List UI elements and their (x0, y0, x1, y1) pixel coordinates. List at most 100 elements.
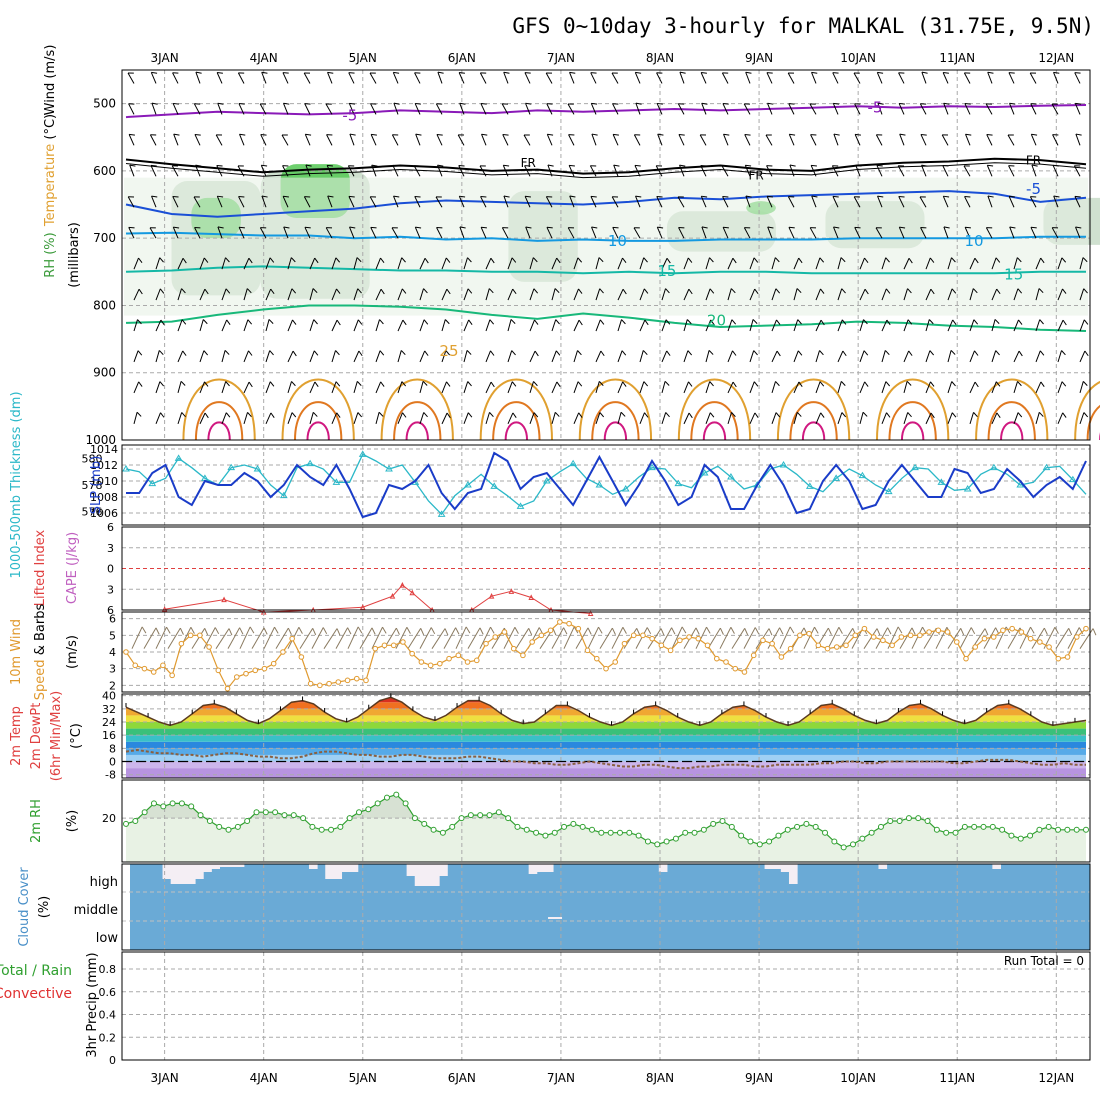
rh-marker (514, 823, 521, 830)
wind-barb (127, 72, 135, 84)
wind-barb-feather (732, 257, 737, 264)
wind-barb (881, 257, 890, 270)
wind-barb (347, 165, 355, 177)
wind10m-marker (520, 652, 526, 659)
wind-barb (259, 103, 267, 115)
wind-barb-staff (1074, 196, 1081, 208)
wind-barb-staff (545, 196, 553, 208)
rh-marker (328, 826, 335, 833)
wind-barb-staff (634, 72, 641, 84)
wind-barb-feather (554, 411, 560, 417)
cloud-high-bar (203, 864, 212, 872)
rh-marker (197, 812, 204, 819)
ylabel-li: Lifted Index (33, 529, 48, 606)
wind-barb-feather (488, 288, 494, 294)
wind-barb (749, 350, 758, 363)
wind-barb-feather (327, 71, 334, 74)
wind-barb-feather (899, 226, 906, 229)
wind10m-barb-feather (249, 626, 255, 634)
wind-barb (991, 257, 1001, 270)
wind10m-barb-staff (779, 626, 791, 649)
wind-barb-staff (590, 72, 597, 84)
wind-barb-staff (964, 103, 971, 115)
wind10m-barb (215, 628, 233, 649)
wind-barb-staff (789, 164, 795, 177)
wind-barb (375, 319, 384, 332)
wind-barb (304, 133, 312, 146)
wind-barb-feather (129, 164, 136, 167)
wind-barb (309, 411, 318, 424)
thickness-marker (727, 473, 735, 480)
wind-barb (331, 288, 341, 301)
wind-barb-staff (441, 381, 447, 394)
cloud-high-bar (780, 864, 790, 872)
cloud-high-bar (992, 864, 1002, 869)
wind-barb-staff (705, 350, 710, 363)
y-tick-li: 6 (107, 521, 114, 534)
wind-barb-feather (400, 350, 406, 356)
wind10m-barb-feather (1092, 628, 1097, 636)
wind-barb-feather (930, 381, 935, 387)
wind-barb-feather (326, 227, 333, 229)
wind-barb-staff (771, 381, 776, 394)
temp-band (126, 735, 1086, 742)
wind-barb-staff (655, 165, 663, 177)
wind10m-barb (827, 627, 843, 649)
wind10m-marker (1000, 627, 1006, 634)
wind-barb-feather (525, 226, 532, 229)
wind10m-barb-staff (947, 628, 962, 649)
wind-barb (947, 350, 956, 363)
wind-barb-staff (419, 381, 424, 394)
day-label-top: 6JAN (448, 51, 476, 65)
wind10m-marker (390, 642, 397, 649)
wind10m-barb (587, 626, 603, 649)
wind-barb-staff (727, 412, 732, 425)
wind-barb (569, 195, 576, 208)
wind10m-barb (467, 627, 484, 649)
wind-barb-staff (881, 319, 888, 332)
thickness-marker (1068, 475, 1077, 483)
wind-barb-staff (766, 72, 773, 84)
y-tick-temp: 40 (102, 690, 116, 703)
wind-barb (353, 288, 362, 301)
wind-barb-feather (665, 412, 670, 418)
wind10m-marker (769, 640, 775, 647)
ylabel-cape: CAPE (J/kg) (65, 532, 80, 604)
wind-barb (591, 133, 598, 146)
wind-barb-feather (753, 350, 758, 356)
temp-band (126, 728, 1086, 736)
wind-barb-feather (854, 226, 861, 229)
wind-barb (1074, 102, 1082, 115)
wind-barb-staff (265, 412, 272, 425)
wind-barb-staff (128, 227, 135, 239)
wind-barb (815, 257, 825, 270)
wind-barb-staff (265, 257, 271, 270)
thickness-marker (621, 485, 630, 492)
wind-barb-feather (379, 319, 384, 325)
wind-barb (1031, 164, 1038, 177)
wind10m-barb-feather (514, 627, 519, 634)
wind-barb-feather (754, 412, 759, 418)
rh-marker (281, 812, 288, 819)
li-cape-frame (121, 526, 1091, 611)
wind-barb-staff (413, 165, 421, 177)
wind-barb-staff (811, 72, 817, 84)
wind-barb (745, 195, 752, 208)
wind-barb (815, 350, 824, 363)
wind-barb (634, 71, 642, 84)
wind-barb-staff (595, 257, 600, 270)
wind-barb-staff (243, 412, 248, 425)
wind-barb-feather (524, 165, 531, 167)
wind-barb-staff (237, 72, 245, 84)
wind-barb-feather (357, 412, 363, 418)
wind-barb-feather (160, 412, 165, 418)
y-tick-thickness: 576 (82, 506, 103, 519)
wind-barb-feather (261, 164, 268, 167)
wind-barb (1057, 381, 1067, 394)
wind-barb-feather (481, 133, 488, 136)
wind-barb-staff (480, 227, 487, 239)
wind-barb (1030, 226, 1037, 239)
wind-barb-feather (599, 288, 604, 294)
wind-barb (441, 412, 451, 425)
wind-barb-staff (679, 164, 685, 177)
